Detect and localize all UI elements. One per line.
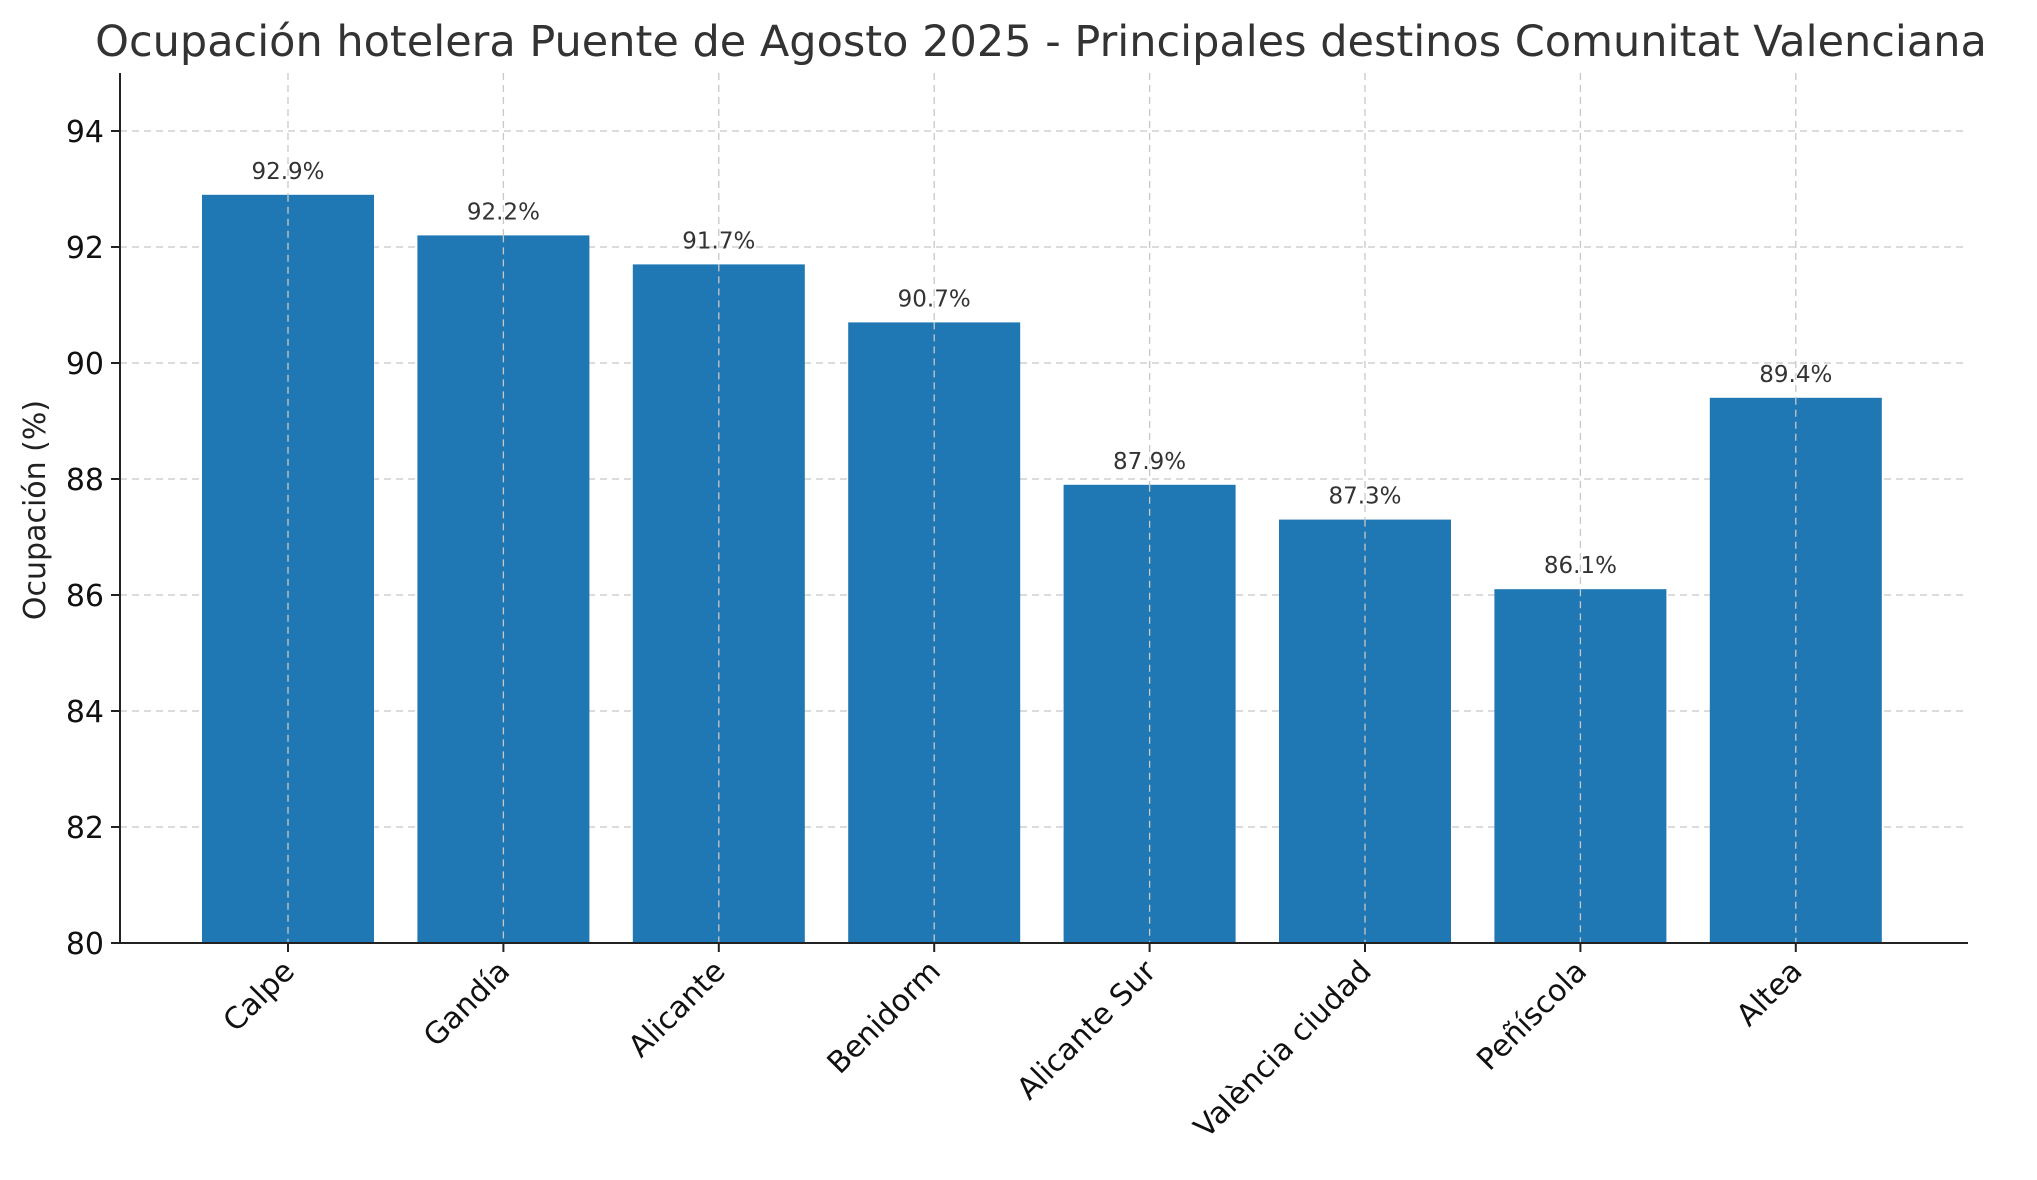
y-tick-label: 84 [66,695,104,730]
y-axis-label: Ocupación (%) [18,400,53,620]
data-label: 92.9% [251,159,324,185]
data-label: 89.4% [1759,362,1832,388]
data-label: 87.9% [1113,449,1186,475]
data-label: 91.7% [682,228,755,254]
x-tick-label: València ciudad [1187,954,1378,1145]
data-label: 87.3% [1328,484,1401,510]
x-ticks-layer: Calpe Gandía Alicante Benidorm Alicante Sur V… [217,943,1810,1145]
bar [848,322,1021,943]
y-tick-label: 92 [66,231,104,266]
x-tick-label: Alicante [622,954,733,1065]
bars-layer [202,194,1882,944]
x-tick-label: Altea [1730,954,1810,1034]
axes-layer [119,73,1968,944]
x-tick-label: Calpe [217,954,302,1039]
x-tick-label: Gandía [417,954,517,1054]
y-tick-label: 86 [66,579,104,614]
y-tick-label: 88 [66,463,104,498]
x-tick-label: Peñíscola [1470,954,1594,1078]
data-label: 86.1% [1544,553,1617,579]
data-label: 90.7% [898,286,971,312]
y-tick-label: 94 [66,115,104,150]
y-ticks-layer: 80 82 84 86 88 90 92 94 [66,115,120,962]
bar [1709,397,1882,943]
data-label: 92.2% [467,199,540,225]
chart-title: Ocupación hotelera Puente de Agosto 2025… [95,17,1987,67]
y-tick-label: 80 [66,927,104,962]
x-tick-label: Benidorm [821,954,948,1081]
y-tick-label: 82 [66,811,104,846]
grid-layer [120,73,1968,943]
value-labels-layer: 92.9% 92.2% 91.7% 90.7% 87.9% 87.3% 86.1% 89.4% [251,159,1832,579]
x-tick-label: Alicante Sur [1010,953,1163,1106]
y-tick-label: 90 [66,347,104,382]
